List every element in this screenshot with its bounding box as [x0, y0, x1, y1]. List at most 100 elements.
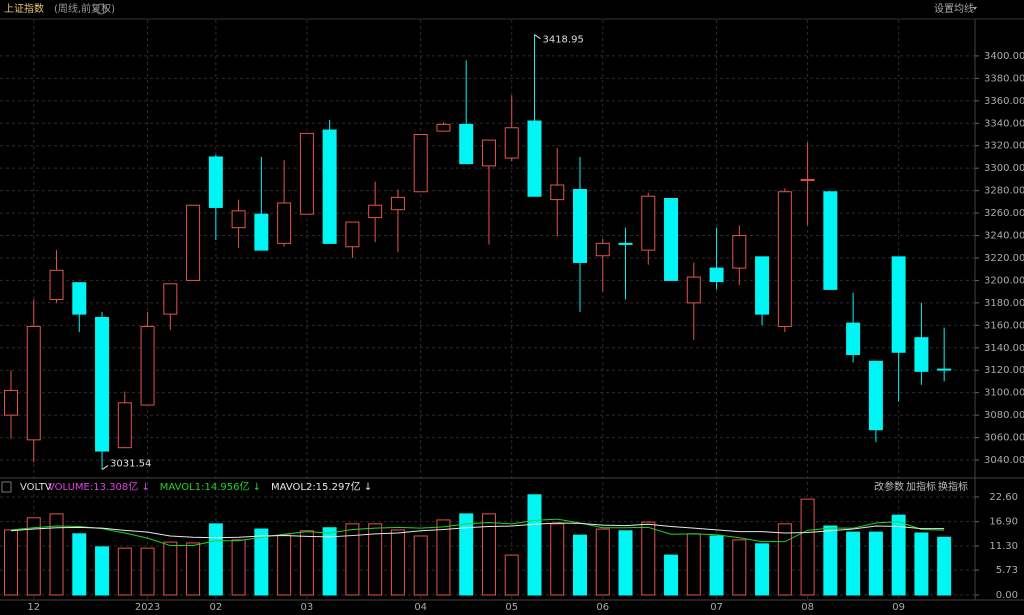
volume-bar	[709, 535, 724, 596]
candle-body	[868, 360, 883, 431]
candle-body	[345, 221, 360, 248]
y-tick-label: 3380.00	[984, 73, 1024, 84]
volume-bar	[550, 523, 565, 596]
volume-bar	[231, 539, 246, 596]
volume-bar	[595, 528, 610, 596]
candle-body	[755, 256, 770, 315]
volume-bar	[4, 529, 18, 596]
x-tick-label: 03	[301, 602, 314, 613]
candle-body	[4, 389, 18, 416]
y-tick-label: 3340.00	[984, 118, 1024, 129]
volume-bar	[345, 523, 360, 596]
vol-y-tick-label: 0.00	[996, 590, 1018, 601]
candle-body	[368, 204, 383, 219]
settings-icon[interactable]	[95, 3, 107, 15]
y-tick-label: 3220.00	[984, 253, 1024, 264]
x-tick-label: 02	[209, 602, 222, 613]
candle-body	[72, 282, 87, 315]
volume-bar	[117, 547, 132, 596]
y-tick-label: 3120.00	[984, 365, 1024, 376]
indicator-button[interactable]: 加指标	[906, 480, 936, 493]
y-tick-label: 3240.00	[984, 231, 1024, 242]
y-tick-label: 3360.00	[984, 96, 1024, 107]
candle-body	[231, 210, 246, 229]
help-icon[interactable]	[1, 481, 12, 493]
volume-bar	[664, 554, 679, 596]
x-tick-label: 07	[710, 602, 723, 613]
candle-body	[26, 325, 41, 441]
candle-body	[186, 204, 201, 281]
volume-bar	[504, 554, 519, 596]
candle-body	[277, 202, 292, 244]
y-tick-label: 3260.00	[984, 208, 1024, 219]
indicator-title: VOLTV	[20, 482, 52, 493]
high-annotation: 3418.95	[542, 35, 583, 46]
candle-body	[709, 267, 724, 283]
volume-bar	[368, 523, 383, 596]
volume-bar	[299, 530, 314, 596]
y-tick-label: 3300.00	[984, 163, 1024, 174]
candle-body	[914, 337, 929, 372]
volume-bar	[573, 534, 587, 596]
volume-bar	[163, 541, 178, 596]
indicator-button[interactable]: 换指标	[938, 480, 968, 493]
volume-bar	[937, 536, 952, 596]
legend-entry: VOLUME:13.308亿 ↓	[48, 480, 150, 493]
y-tick-label: 3180.00	[984, 298, 1024, 309]
volume-bar	[95, 546, 110, 596]
volume-bar	[186, 542, 201, 596]
vol-y-tick-label: 22.60	[989, 492, 1018, 503]
candle-body	[299, 132, 314, 215]
volume-bar	[49, 513, 64, 596]
candle-body	[550, 184, 565, 201]
volume-bar	[914, 532, 929, 596]
candle-body	[481, 139, 496, 167]
indicator-button[interactable]: 改参数	[874, 480, 904, 493]
y-tick-label: 3320.00	[984, 141, 1024, 152]
high-pointer	[534, 34, 541, 40]
legend-entry: MAVOL2:15.297亿 ↓	[271, 480, 372, 493]
volume-bar	[686, 533, 701, 596]
candle-body	[117, 402, 132, 449]
y-tick-label: 3200.00	[984, 275, 1024, 286]
x-tick-label: 05	[505, 602, 518, 613]
volume-bar	[732, 539, 747, 596]
candle-body	[390, 196, 405, 211]
vol-y-tick-label: 5.73	[996, 565, 1018, 576]
x-tick-label: 08	[801, 602, 814, 613]
ma-settings-button[interactable]: 设置均线	[934, 2, 974, 15]
chart-subtitle: (周线,前复权)	[54, 2, 115, 15]
candle-body	[823, 191, 838, 290]
candle-body	[95, 316, 110, 452]
volume-bar	[277, 534, 292, 596]
volume-bar	[641, 521, 656, 596]
candle-body	[573, 189, 587, 263]
candle-body	[527, 120, 542, 197]
x-tick-label: 2023	[135, 602, 160, 613]
candle-body	[163, 283, 178, 315]
dropdown-arrow	[973, 7, 977, 10]
y-tick-label: 3140.00	[984, 343, 1024, 354]
y-tick-label: 3060.00	[984, 433, 1024, 444]
candle-body	[937, 368, 952, 371]
low-pointer	[101, 465, 109, 470]
y-tick-label: 3400.00	[984, 51, 1024, 62]
volume-bar	[26, 517, 41, 596]
vol-y-tick-label: 16.90	[989, 517, 1018, 528]
volume-bar	[777, 523, 792, 596]
legend-entry: MAVOL1:14.956亿 ↓	[160, 480, 261, 493]
volume-bar	[436, 519, 451, 596]
candle-body	[459, 123, 474, 165]
candle-body	[254, 213, 269, 251]
volume-bar	[618, 530, 633, 596]
y-tick-label: 3040.00	[984, 455, 1024, 466]
volume-bar	[800, 498, 815, 596]
volume-bar	[891, 514, 906, 596]
candle-body	[777, 191, 792, 327]
ma-line	[10, 518, 945, 547]
x-tick-label: 04	[414, 602, 427, 613]
candle-body	[322, 129, 337, 244]
candle-body	[891, 256, 906, 353]
volume-bar	[527, 494, 542, 596]
volume-bar	[208, 523, 223, 596]
